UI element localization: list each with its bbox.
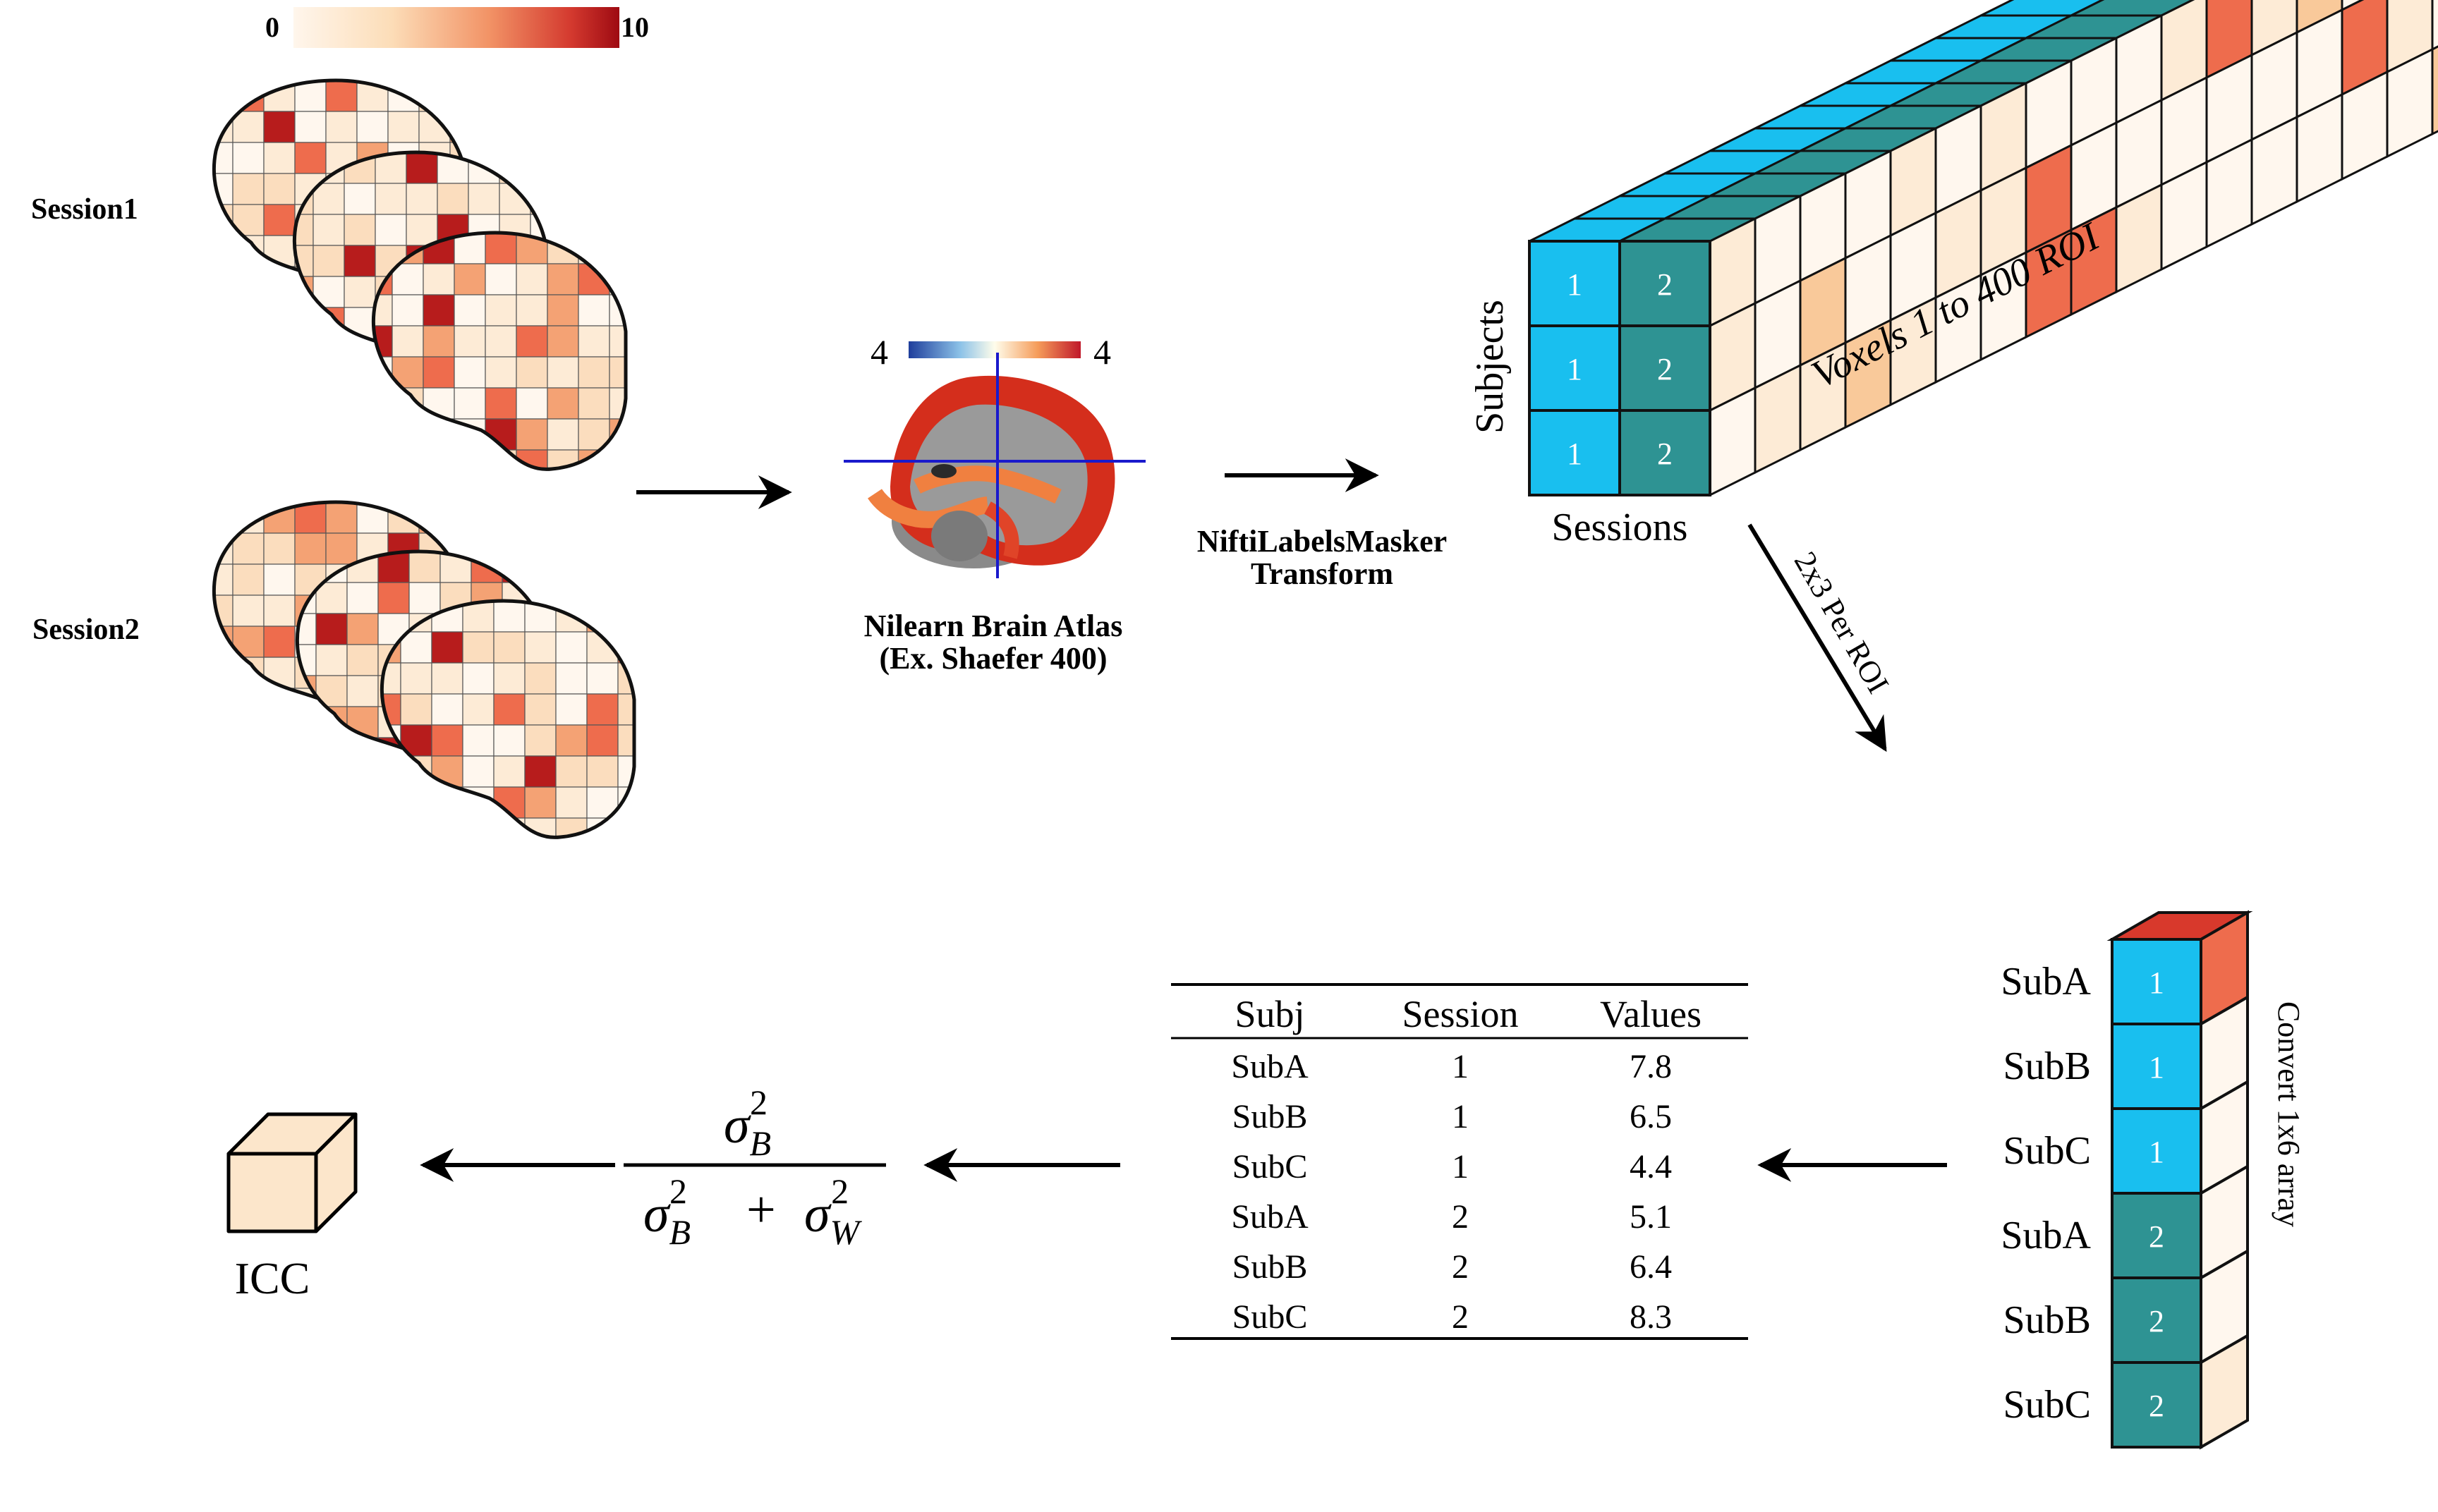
cube-front-cell <box>1528 409 1621 496</box>
convert-array-label: Convert 1x6 array <box>2272 1001 2306 1227</box>
cube-session-number: 1 <box>1567 352 1582 386</box>
formula-plus: + <box>746 1181 776 1239</box>
array-subject-label: SubC <box>2003 1383 2092 1427</box>
table-header: Values <box>1600 993 1702 1035</box>
one-by-six-array: 1 SubA 1 SubB 1 SubC 2 SubA 2 SubB 2 SubC <box>2001 910 2253 1450</box>
session2-label: Session2 <box>32 614 140 646</box>
array-cell <box>2111 1361 2202 1449</box>
icc-cube <box>226 1112 358 1233</box>
heat-colorbar: 0 10 <box>265 7 649 48</box>
table-cell: 7.8 <box>1630 1048 1672 1085</box>
array-subject-label: SubB <box>2003 1044 2092 1088</box>
formula-denominator-b: σB2 <box>643 1171 691 1252</box>
table-cell: 6.4 <box>1630 1248 1672 1286</box>
table-header: Subj <box>1235 993 1304 1035</box>
atlas-scale-right: 4 <box>1093 332 1111 372</box>
table-cell: 4.4 <box>1630 1148 1672 1185</box>
cube-session-number: 2 <box>1657 267 1673 302</box>
table-cell: SubC <box>1232 1298 1308 1336</box>
array-session-number: 2 <box>2149 1389 2164 1423</box>
atlas-label-line2: (Ex. Shaefer 400) <box>879 641 1107 676</box>
atlas-panel: 4 4 Nilearn Brain Atlas (Ex. Shaefer 400… <box>844 332 1146 676</box>
arrow-to-array <box>1747 523 1887 752</box>
colorbar-max-label: 10 <box>621 11 649 43</box>
session2-brain-stack <box>212 500 636 839</box>
table-cell: 1 <box>1452 1048 1469 1085</box>
cube-session-number: 2 <box>1657 437 1673 471</box>
table-cell: 8.3 <box>1630 1298 1672 1336</box>
brain-outline <box>371 231 628 471</box>
array-session-number: 1 <box>2149 965 2164 1000</box>
array-subject-label: SubA <box>2001 1214 2091 1257</box>
icc-label: ICC <box>235 1253 310 1303</box>
table-cell: SubB <box>1232 1098 1308 1135</box>
session1-brain-stack <box>212 78 628 471</box>
brain-grid <box>382 601 634 838</box>
cube-session-number: 2 <box>1657 352 1673 386</box>
array-subject-label: SubA <box>2001 960 2091 1004</box>
formula-denominator-w: σW2 <box>804 1171 863 1252</box>
table-cell: SubA <box>1231 1198 1309 1236</box>
array-session-number: 2 <box>2149 1304 2164 1339</box>
masker-label-line2: Transform <box>1251 556 1393 591</box>
array-cell <box>2111 1192 2202 1279</box>
icc-cube-front <box>226 1152 318 1233</box>
values-table: Subj Session Values SubA 1 7.8 SubB 1 6.5 SubC 1 4.… <box>1171 983 1748 1340</box>
table-cell: 6.5 <box>1630 1098 1672 1135</box>
brain-outline <box>380 599 636 839</box>
cube-session-number: 1 <box>1567 267 1582 302</box>
subjects-axis-label: Subjects <box>1468 300 1512 434</box>
colorbar-min-label: 0 <box>265 11 279 43</box>
formula-numerator: σB2 <box>724 1083 771 1163</box>
table-cell: 1 <box>1452 1098 1469 1135</box>
array-session-number: 1 <box>2149 1050 2164 1085</box>
table-cell: SubB <box>1232 1248 1308 1286</box>
array-session-number: 2 <box>2149 1219 2164 1254</box>
table-cell: 2 <box>1452 1298 1469 1336</box>
sessions-axis-label: Sessions <box>1552 506 1688 549</box>
cube-front-cell <box>1618 409 1711 496</box>
cube-front-cell <box>1618 240 1711 327</box>
table-cell: 5.1 <box>1630 1198 1672 1236</box>
array-session-number: 1 <box>2149 1135 2164 1169</box>
heat-colorbar-gradient <box>293 7 619 48</box>
atlas-label-line1: Nilearn Brain Atlas <box>864 609 1123 643</box>
masker-label-line1: NiftiLabelsMasker <box>1197 524 1447 559</box>
cube-roi-cell <box>2431 45 2438 136</box>
array-subject-label: SubB <box>2003 1298 2092 1342</box>
atlas-scale-left: 4 <box>871 332 888 372</box>
cube-session-number: 1 <box>1567 437 1582 471</box>
atlas-brain-image <box>844 353 1146 578</box>
session1-label: Session1 <box>31 193 138 226</box>
table-cell: 2 <box>1452 1248 1469 1286</box>
icc-cube-side <box>314 1112 358 1233</box>
array-subject-label: SubC <box>2003 1129 2092 1173</box>
table-cell: SubC <box>1232 1148 1308 1185</box>
atlas-colorbar <box>909 341 1081 358</box>
table-cell: 1 <box>1452 1148 1469 1185</box>
table-header: Session <box>1402 993 1518 1035</box>
array-cell <box>2111 938 2202 1025</box>
cube-front-cell <box>1528 324 1621 412</box>
cube-roi-cell <box>2431 0 2438 51</box>
table-cell: SubA <box>1231 1048 1309 1085</box>
subject-session-roi-cube: 1 1 1 2 2 2 <box>1528 0 2438 497</box>
icc-formula: σB2 σB2 + σW2 <box>624 1083 886 1252</box>
table-cell: 2 <box>1452 1198 1469 1236</box>
